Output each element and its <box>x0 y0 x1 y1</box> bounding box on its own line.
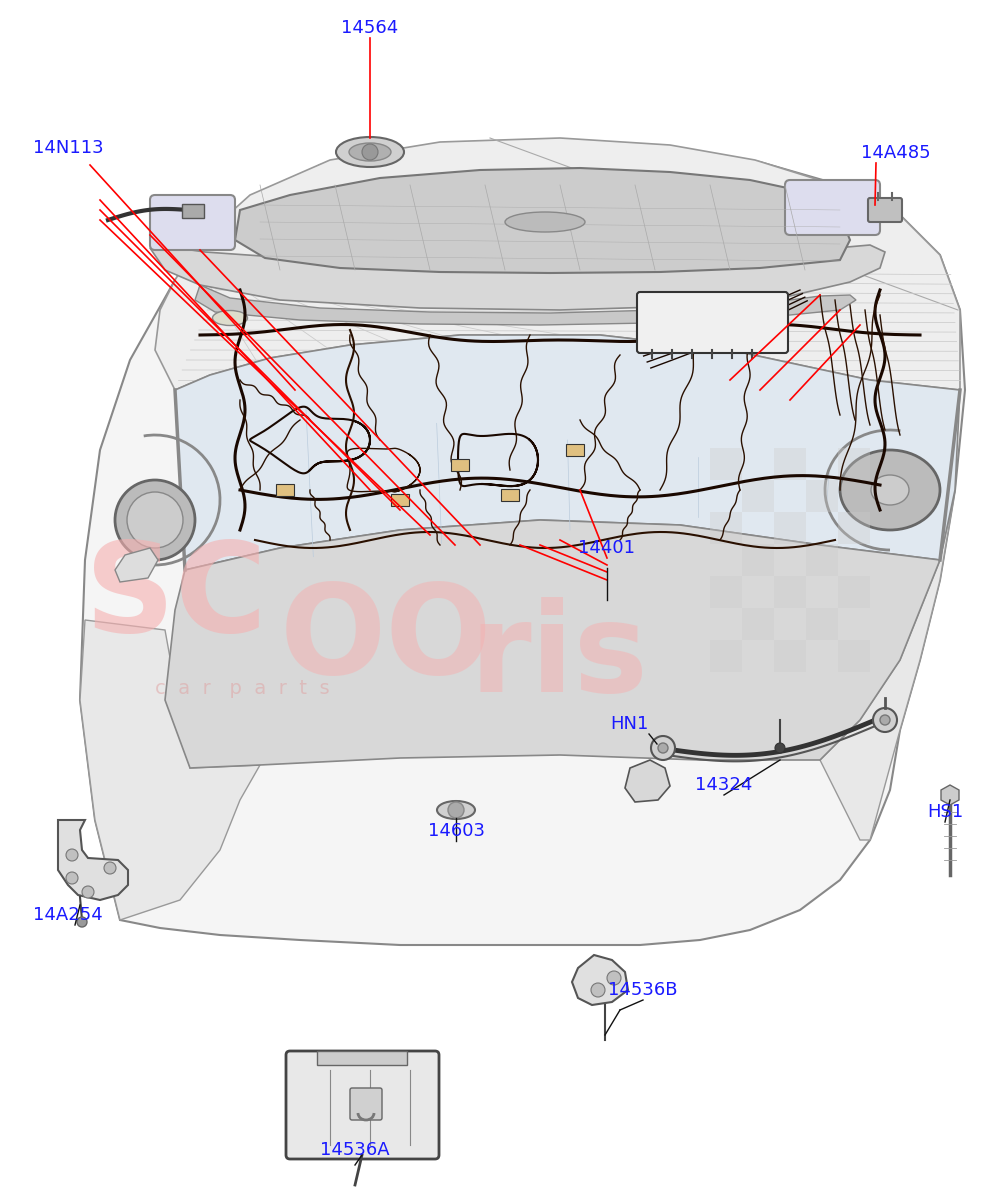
Text: 14N113: 14N113 <box>33 139 103 157</box>
Circle shape <box>66 850 78 862</box>
Text: 14324: 14324 <box>695 776 752 794</box>
Polygon shape <box>175 335 960 570</box>
Polygon shape <box>625 760 670 802</box>
FancyBboxPatch shape <box>501 490 519 502</box>
FancyBboxPatch shape <box>317 1051 407 1066</box>
Bar <box>710 448 742 480</box>
Bar <box>710 512 742 544</box>
Bar <box>710 640 742 672</box>
Polygon shape <box>80 620 260 920</box>
Text: 14401: 14401 <box>578 539 635 557</box>
Bar <box>838 448 870 480</box>
Ellipse shape <box>336 137 404 167</box>
Bar <box>838 576 870 608</box>
Ellipse shape <box>505 212 585 232</box>
Bar <box>774 512 806 544</box>
Polygon shape <box>80 140 965 946</box>
Bar <box>774 576 806 608</box>
Polygon shape <box>941 785 959 805</box>
Bar <box>774 640 806 672</box>
Circle shape <box>591 983 605 997</box>
Text: SC: SC <box>85 538 267 659</box>
Polygon shape <box>195 284 856 325</box>
FancyBboxPatch shape <box>150 194 235 250</box>
Ellipse shape <box>213 311 248 325</box>
Text: 14A485: 14A485 <box>861 144 931 162</box>
Bar <box>806 480 838 512</box>
Circle shape <box>362 144 378 160</box>
FancyBboxPatch shape <box>391 494 409 506</box>
Bar <box>742 544 774 576</box>
Circle shape <box>104 862 116 874</box>
FancyBboxPatch shape <box>350 1088 382 1120</box>
Circle shape <box>77 917 87 926</box>
Bar <box>806 544 838 576</box>
Text: 14A254: 14A254 <box>33 906 103 924</box>
Circle shape <box>448 802 464 818</box>
Ellipse shape <box>349 143 391 161</box>
Bar <box>742 608 774 640</box>
Polygon shape <box>572 955 628 1006</box>
FancyBboxPatch shape <box>868 198 902 222</box>
Polygon shape <box>165 520 940 768</box>
Ellipse shape <box>115 480 195 560</box>
Bar <box>710 576 742 608</box>
Ellipse shape <box>840 450 940 530</box>
Ellipse shape <box>871 475 909 505</box>
Circle shape <box>127 492 183 548</box>
FancyBboxPatch shape <box>637 292 788 353</box>
Text: 14603: 14603 <box>428 822 485 840</box>
Polygon shape <box>58 820 128 900</box>
Bar <box>774 448 806 480</box>
Circle shape <box>873 708 897 732</box>
Text: ris: ris <box>470 598 649 719</box>
FancyBboxPatch shape <box>566 444 584 456</box>
Text: 14536B: 14536B <box>608 982 677 998</box>
Polygon shape <box>155 138 960 390</box>
Text: OO: OO <box>280 580 493 701</box>
Text: 14536A: 14536A <box>321 1141 390 1159</box>
Polygon shape <box>820 490 955 840</box>
FancyBboxPatch shape <box>785 180 880 235</box>
FancyBboxPatch shape <box>451 458 469 470</box>
Polygon shape <box>150 245 885 310</box>
Polygon shape <box>235 168 850 272</box>
Text: HS1: HS1 <box>927 803 963 821</box>
Circle shape <box>775 743 785 754</box>
FancyBboxPatch shape <box>182 204 204 218</box>
Circle shape <box>880 715 890 725</box>
Text: 14564: 14564 <box>342 19 399 37</box>
Circle shape <box>82 886 94 898</box>
FancyBboxPatch shape <box>286 1051 439 1159</box>
Circle shape <box>658 743 668 754</box>
Circle shape <box>607 971 621 985</box>
Bar <box>742 480 774 512</box>
Circle shape <box>651 736 675 760</box>
Bar <box>838 512 870 544</box>
Bar <box>838 640 870 672</box>
Ellipse shape <box>437 802 475 818</box>
Polygon shape <box>115 548 158 582</box>
Circle shape <box>66 872 78 884</box>
Bar <box>806 608 838 640</box>
Text: c  a  r   p  a  r  t  s: c a r p a r t s <box>155 678 330 697</box>
Text: HN1: HN1 <box>610 715 649 733</box>
FancyBboxPatch shape <box>276 484 294 496</box>
